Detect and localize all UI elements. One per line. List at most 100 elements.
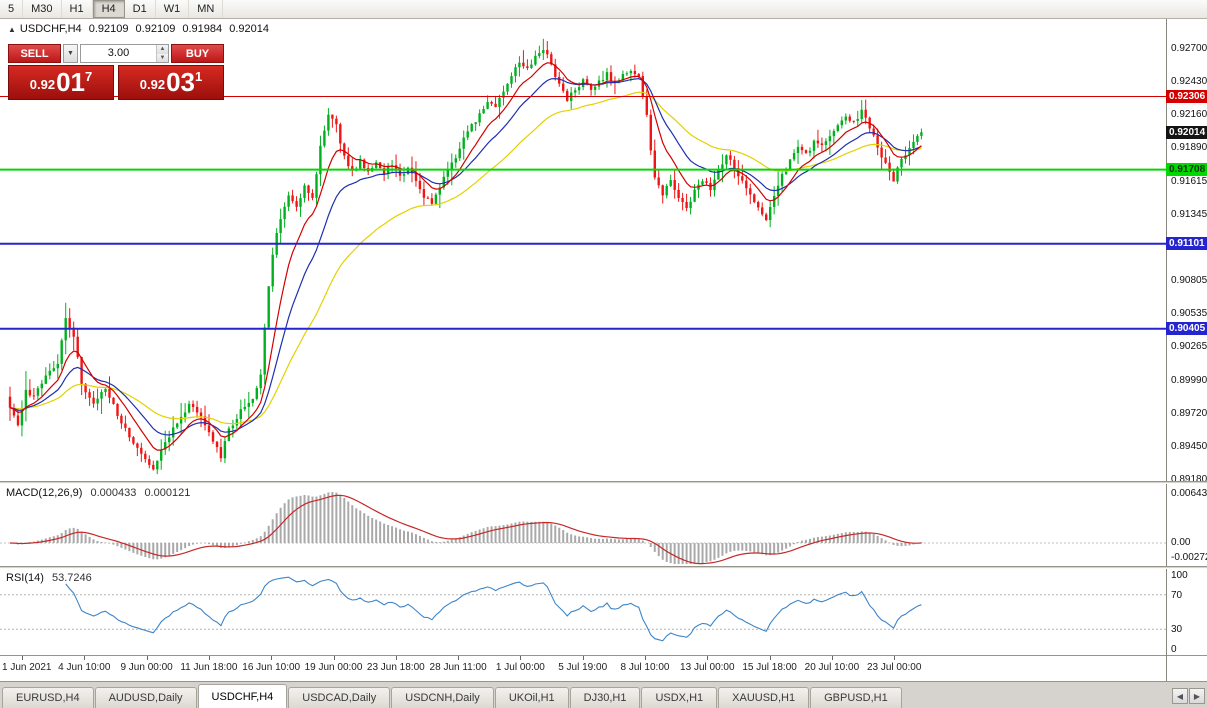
- timeframe-button-h1[interactable]: H1: [62, 0, 93, 18]
- tab-scroll-right-button[interactable]: ▶: [1189, 688, 1205, 704]
- time-axis-label: 15 Jul 18:00: [742, 662, 797, 673]
- time-axis-label: 23 Jul 00:00: [866, 662, 922, 673]
- macd-axis[interactable]: 0.00643 0.00 -0.00272: [1167, 484, 1207, 566]
- ohlc-high: 0.92109: [135, 23, 176, 35]
- chart-tab-ukoil-h1[interactable]: UKOil,H1: [494, 687, 569, 708]
- macd-indicator-label: MACD(12,26,9) 0.000433 0.000121: [6, 487, 190, 499]
- time-axis-label: 13 Jul 00:00: [680, 662, 735, 673]
- price-axis-tick: 0.89180: [1171, 473, 1207, 485]
- time-axis-label: 19 Jun 00:00: [304, 662, 363, 673]
- macd-signal-value: 0.000121: [144, 487, 191, 499]
- time-axis-tick: [707, 656, 709, 660]
- time-axis-tick: [769, 656, 771, 660]
- chart-tab-usdchf-h4[interactable]: USDCHF,H4: [197, 684, 288, 708]
- timeframe-button-5[interactable]: 5: [0, 0, 24, 18]
- macd-axis-label: -0.00272: [1171, 552, 1207, 563]
- symbol-period-label: USDCHF,H4: [19, 23, 82, 35]
- panel-splitter[interactable]: [0, 481, 1207, 484]
- timeframe-button-d1[interactable]: D1: [125, 0, 156, 18]
- axis-separator-line: [1166, 19, 1167, 681]
- chart-tab-audusd-daily[interactable]: AUDUSD,Daily: [94, 687, 197, 708]
- rsi-line: [65, 576, 922, 642]
- sell-price-button[interactable]: 0.92 01 7: [8, 65, 114, 100]
- rsi-indicator-svg[interactable]: [0, 569, 1166, 655]
- ohlc-close: 0.92014: [229, 23, 269, 35]
- time-axis-label: 1 Jul 00:00: [495, 662, 545, 673]
- timeframe-toolbar: 5 M30 H1 H4 D1 W1 MN: [0, 0, 1207, 19]
- rsi-value: 53.7246: [51, 572, 92, 584]
- tab-scroll-left-button[interactable]: ◀: [1172, 688, 1188, 704]
- macd-main-value: 0.000433: [90, 487, 137, 499]
- chart-tabs-bar: EURUSD,H4 AUDUSD,Daily USDCHF,H4 USDCAD,Dai…: [0, 681, 1207, 708]
- time-axis-tick: [645, 656, 646, 660]
- panel-frame-line: [0, 655, 1207, 656]
- time-axis-label: 20 Jul 10:00: [804, 662, 860, 673]
- time-axis-tick: [458, 656, 460, 660]
- moving-average-line: [9, 62, 922, 451]
- chart-tab-gbpusd-h1[interactable]: GBPUSD,H1: [810, 687, 902, 708]
- time-axis-tick: [22, 656, 23, 660]
- panel-splitter[interactable]: [0, 566, 1207, 569]
- price-axis-tick: 0.89450: [1171, 440, 1207, 452]
- moving-average-line: [9, 91, 922, 425]
- timeframe-button-w1[interactable]: W1: [156, 0, 190, 18]
- macd-histogram: [12, 492, 923, 564]
- chart-tab-dj30-h1[interactable]: DJ30,H1: [569, 687, 641, 708]
- volume-up-button[interactable]: ▲: [157, 45, 168, 54]
- time-axis-label: 9 Jun 00:00: [120, 662, 173, 673]
- price-axis-tick: 0.89990: [1171, 374, 1207, 386]
- buy-button[interactable]: BUY: [171, 44, 224, 63]
- time-axis-tick: [520, 656, 522, 660]
- macd-name: MACD(12,26,9): [6, 487, 83, 499]
- time-axis-tick: [333, 656, 335, 660]
- price-chart-svg[interactable]: [0, 19, 1166, 481]
- one-click-trading-panel: SELL ▼ 3.00 ▲ ▼ BUY 0.92 01 7 0.92 03 1: [8, 44, 224, 100]
- macd-indicator-svg[interactable]: [0, 484, 1166, 566]
- buy-price-button[interactable]: 0.92 03 1: [118, 65, 224, 100]
- chart-tab-list: EURUSD,H4 AUDUSD,Daily USDCHF,H4 USDCAD,Dai…: [2, 684, 903, 708]
- time-axis-tick: [146, 656, 148, 660]
- time-axis-label: 11 Jun 18:00: [180, 662, 238, 673]
- volume-value[interactable]: 3.00: [107, 47, 130, 59]
- rsi-axis-label: 100: [1171, 570, 1188, 581]
- price-axis-tick: 0.91615: [1171, 175, 1207, 187]
- rsi-axis-label: 30: [1171, 624, 1183, 636]
- time-axis[interactable]: 1 Jun 2021 4 Jun 10:00 9 Jun 00:00 11 Jun 1…: [0, 656, 1207, 681]
- timeframe-button-m30[interactable]: M30: [23, 0, 62, 18]
- price-axis-tick: 0.92430: [1171, 76, 1207, 88]
- time-axis-label: 1 Jun 2021: [2, 662, 52, 673]
- one-click-toggle-icon[interactable]: ▲: [8, 25, 16, 34]
- time-axis-label: 28 Jun 11:00: [429, 662, 487, 673]
- time-axis-tick: [271, 656, 273, 660]
- chart-tab-usdx-h1[interactable]: USDX,H1: [641, 687, 718, 708]
- volume-down-button[interactable]: ▼: [157, 53, 168, 62]
- chart-tab-eurusd-h4[interactable]: EURUSD,H4: [2, 687, 94, 708]
- chart-tab-xauusd-h1[interactable]: XAUUSD,H1: [718, 687, 810, 708]
- chevron-down-icon: ▼: [67, 50, 74, 57]
- price-axis-tick: 0.91890: [1171, 142, 1207, 154]
- order-options-dropdown[interactable]: ▼: [63, 44, 78, 63]
- tab-scrollers: ◀ ▶: [1172, 688, 1205, 704]
- price-axis[interactable]: 0.92700 0.92430 0.92160 0.91890 0.91615 0.913…: [1166, 19, 1207, 485]
- sell-button[interactable]: SELL: [8, 44, 61, 63]
- price-axis-box: 0.91708: [1166, 163, 1207, 177]
- price-axis-box: 0.91101: [1166, 237, 1207, 251]
- chart-ohlc-label: ▲ USDCHF,H4 0.92109 0.92109 0.91984 0.920…: [8, 23, 273, 35]
- time-axis-tick: [894, 656, 896, 660]
- time-axis-tick: [831, 656, 833, 660]
- price-axis-tick: 0.90535: [1171, 307, 1207, 319]
- time-axis-label: 23 Jun 18:00: [366, 662, 425, 673]
- chart-tab-usdcnh-daily[interactable]: USDCNH,Daily: [391, 687, 494, 708]
- price-axis-tick: 0.90805: [1171, 274, 1207, 286]
- moving-average-line: [9, 77, 922, 436]
- rsi-axis-label: 70: [1171, 589, 1183, 601]
- volume-field[interactable]: 3.00 ▲ ▼: [80, 44, 169, 63]
- timeframe-button-h4[interactable]: H4: [92, 0, 125, 18]
- time-axis-tick: [395, 656, 397, 660]
- chart-tab-usdcad-daily[interactable]: USDCAD,Daily: [288, 687, 391, 708]
- price-axis-box: 0.92014: [1166, 125, 1207, 139]
- rsi-axis[interactable]: 100 70 30 0: [1167, 569, 1207, 655]
- timeframe-button-mn[interactable]: MN: [189, 0, 224, 18]
- rsi-name: RSI(14): [6, 572, 44, 584]
